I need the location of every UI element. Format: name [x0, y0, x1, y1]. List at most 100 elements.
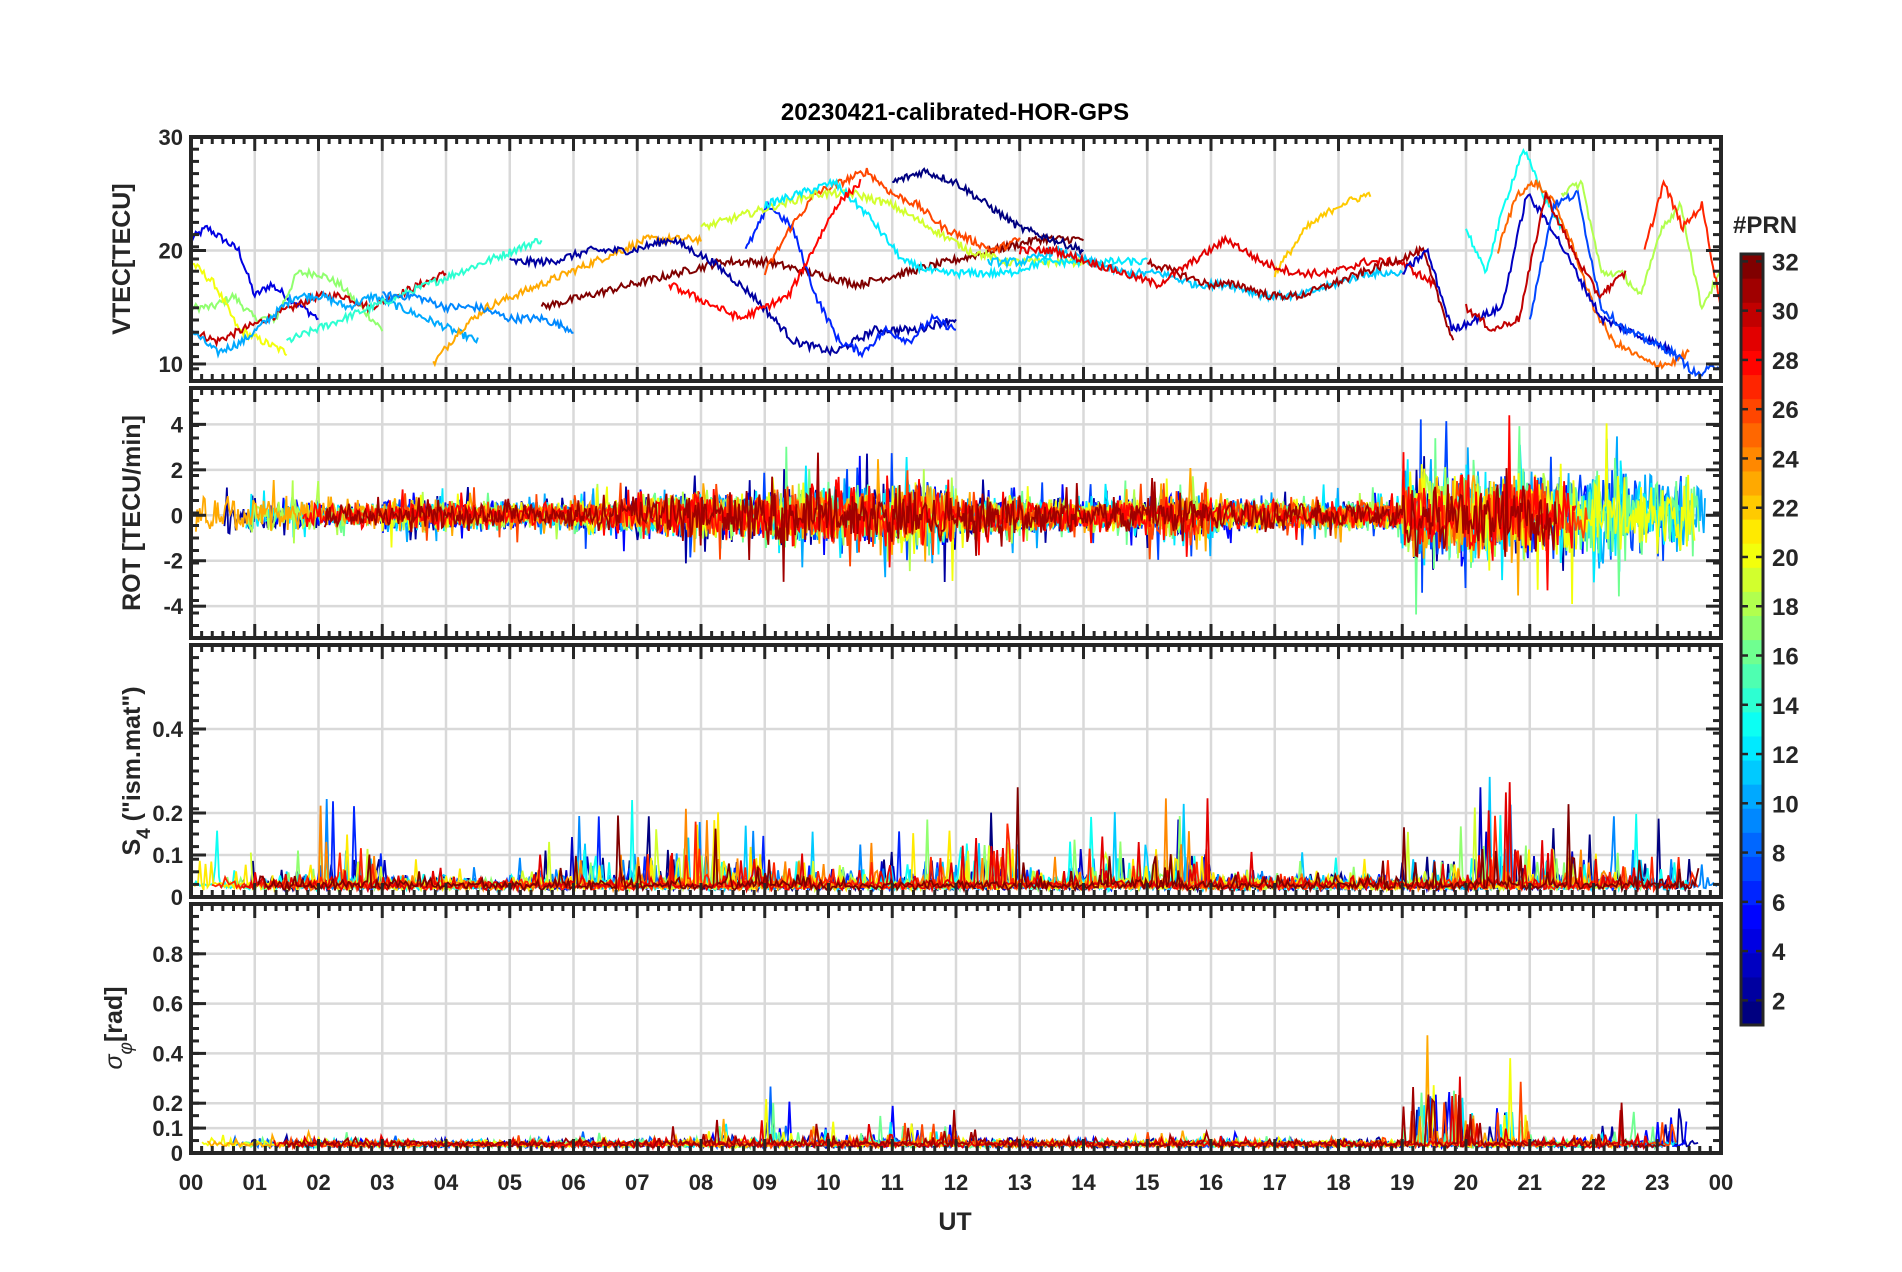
colorbar-swatch	[1741, 663, 1763, 689]
colorbar-swatch	[1741, 832, 1763, 857]
colorbar-swatch	[1741, 519, 1763, 544]
x-tick-label: 16	[1199, 1170, 1223, 1195]
vtec-line-prn-29	[1018, 234, 1436, 290]
x-tick-label: 23	[1645, 1170, 1669, 1195]
y-tick-label: 2	[171, 458, 183, 483]
y-tick-label: 0.2	[152, 801, 183, 826]
x-tick-label: 10	[816, 1170, 840, 1195]
colorbar-swatch	[1741, 928, 1763, 954]
s4-line-prn-32	[257, 787, 1700, 894]
x-tick-label: 09	[753, 1170, 777, 1195]
vtec-y-label: VTEC[TECU]	[108, 183, 136, 334]
panel-s4: 0 0.1 0.2 0.4	[152, 643, 1723, 910]
sigma-label-rest: [rad]	[100, 986, 128, 1042]
vtec-line-prn-19	[700, 187, 1085, 269]
y-tick-label: -2	[163, 549, 183, 574]
y-tick-label: 4	[171, 412, 184, 437]
colorbar-tick-label: 18	[1772, 594, 1799, 621]
s4-series	[193, 776, 1718, 894]
y-tick-label: 0.4	[152, 1041, 183, 1066]
colorbar-swatch	[1741, 543, 1763, 568]
y-tick-label: 0.1	[152, 843, 183, 868]
vtec-line-prn-26	[763, 167, 1021, 276]
colorbar-swatch	[1741, 1000, 1763, 1026]
x-tick-label: 19	[1390, 1170, 1414, 1195]
x-tick-label: 22	[1581, 1170, 1605, 1195]
sigma-y-label: σφ[rad]	[100, 986, 137, 1069]
colorbar-swatch	[1741, 784, 1763, 809]
colorbar-swatch	[1741, 374, 1763, 400]
y-tick-label: 20	[159, 238, 183, 263]
colorbar-tick-label: 16	[1772, 644, 1799, 671]
colorbar-tick-label: 26	[1772, 397, 1799, 424]
colorbar-swatch	[1741, 398, 1763, 424]
y-tick-label: 0	[171, 503, 183, 528]
x-tick-label: 01	[243, 1170, 267, 1195]
colorbar-tick-label: 22	[1772, 496, 1799, 523]
colorbar-tick-label: 2	[1772, 988, 1785, 1015]
vtec-line-prn-18	[1560, 179, 1721, 311]
y-tick-label: 30	[159, 125, 183, 150]
panel-vtec: 10 20 30	[159, 125, 1723, 383]
vtec-line-prn-9	[382, 290, 574, 334]
x-tick-label: 08	[689, 1170, 713, 1195]
sigma-phi-series	[201, 1035, 1699, 1151]
colorbar-swatch	[1741, 567, 1763, 592]
colorbar-swatch	[1741, 494, 1763, 520]
vtec-line-prn-32	[540, 233, 1084, 312]
y-tick-label: 0	[171, 1141, 183, 1166]
vtec-line-prn-7	[1528, 188, 1721, 378]
colorbar-swatch	[1741, 615, 1763, 641]
vtec-line-prn-27	[1643, 179, 1721, 311]
vtec-line-prn-30	[191, 269, 447, 348]
colorbar-swatch	[1741, 350, 1763, 376]
colorbar-tick-label: 6	[1772, 890, 1785, 917]
y-tick-label: -4	[163, 594, 183, 619]
vtec-line-prn-10	[191, 290, 479, 359]
x-tick-label: 00	[1709, 1170, 1733, 1195]
x-tick-label: 18	[1326, 1170, 1350, 1195]
colorbar-swatch	[1741, 687, 1763, 713]
colorbar-tick-label: 30	[1772, 299, 1799, 326]
rot-series	[195, 415, 1706, 615]
x-tick-label: 04	[434, 1170, 459, 1195]
rot-line-prn-31	[323, 452, 1558, 582]
colorbar-frame	[1739, 252, 1765, 1027]
vtec-series	[191, 147, 1721, 378]
vtec-line-prn-6	[744, 200, 957, 359]
colorbar-tick-label: 20	[1772, 545, 1799, 572]
y-tick-label: 10	[159, 352, 183, 377]
colorbar-tick-label: 4	[1772, 939, 1786, 966]
colorbar-tick-label: 28	[1772, 348, 1799, 375]
colorbar-swatch	[1741, 326, 1763, 351]
colorbar-swatch	[1741, 952, 1763, 978]
s4-label-main: S	[118, 839, 146, 856]
colorbar-swatch	[1741, 808, 1763, 833]
y-tick-label: 0.4	[152, 717, 183, 742]
sigma-label-sub: φ	[116, 1042, 137, 1054]
colorbar-swatch	[1741, 254, 1763, 279]
colorbar-swatch	[1741, 591, 1763, 617]
x-tick-label: 11	[881, 1170, 904, 1195]
x-tick-label: 00	[179, 1170, 203, 1195]
colorbar-tick-label: 32	[1772, 249, 1799, 276]
colorbar-swatch	[1741, 278, 1763, 303]
colorbar-swatch	[1741, 639, 1763, 665]
colorbar-swatch	[1741, 470, 1763, 496]
colorbar-swatch	[1741, 759, 1763, 785]
colorbar-swatch	[1741, 976, 1763, 1002]
colorbar-tick-label: 24	[1772, 446, 1799, 473]
colorbar-swatch	[1741, 302, 1763, 327]
y-tick-label: 0.8	[152, 942, 183, 967]
vtec-line-prn-31	[1146, 244, 1455, 341]
sigma-phi-line-prn-31	[283, 1086, 1666, 1151]
sigma-label-main: σ	[100, 1054, 128, 1070]
vtec-line-prn-1	[892, 167, 1085, 257]
vtec-line-prn-2	[509, 235, 957, 357]
vtec-line-prn-13	[1465, 147, 1563, 275]
colorbar-swatch	[1741, 711, 1763, 737]
vtec-line-prn-30	[1465, 192, 1627, 332]
colorbar-swatch	[1741, 880, 1763, 906]
